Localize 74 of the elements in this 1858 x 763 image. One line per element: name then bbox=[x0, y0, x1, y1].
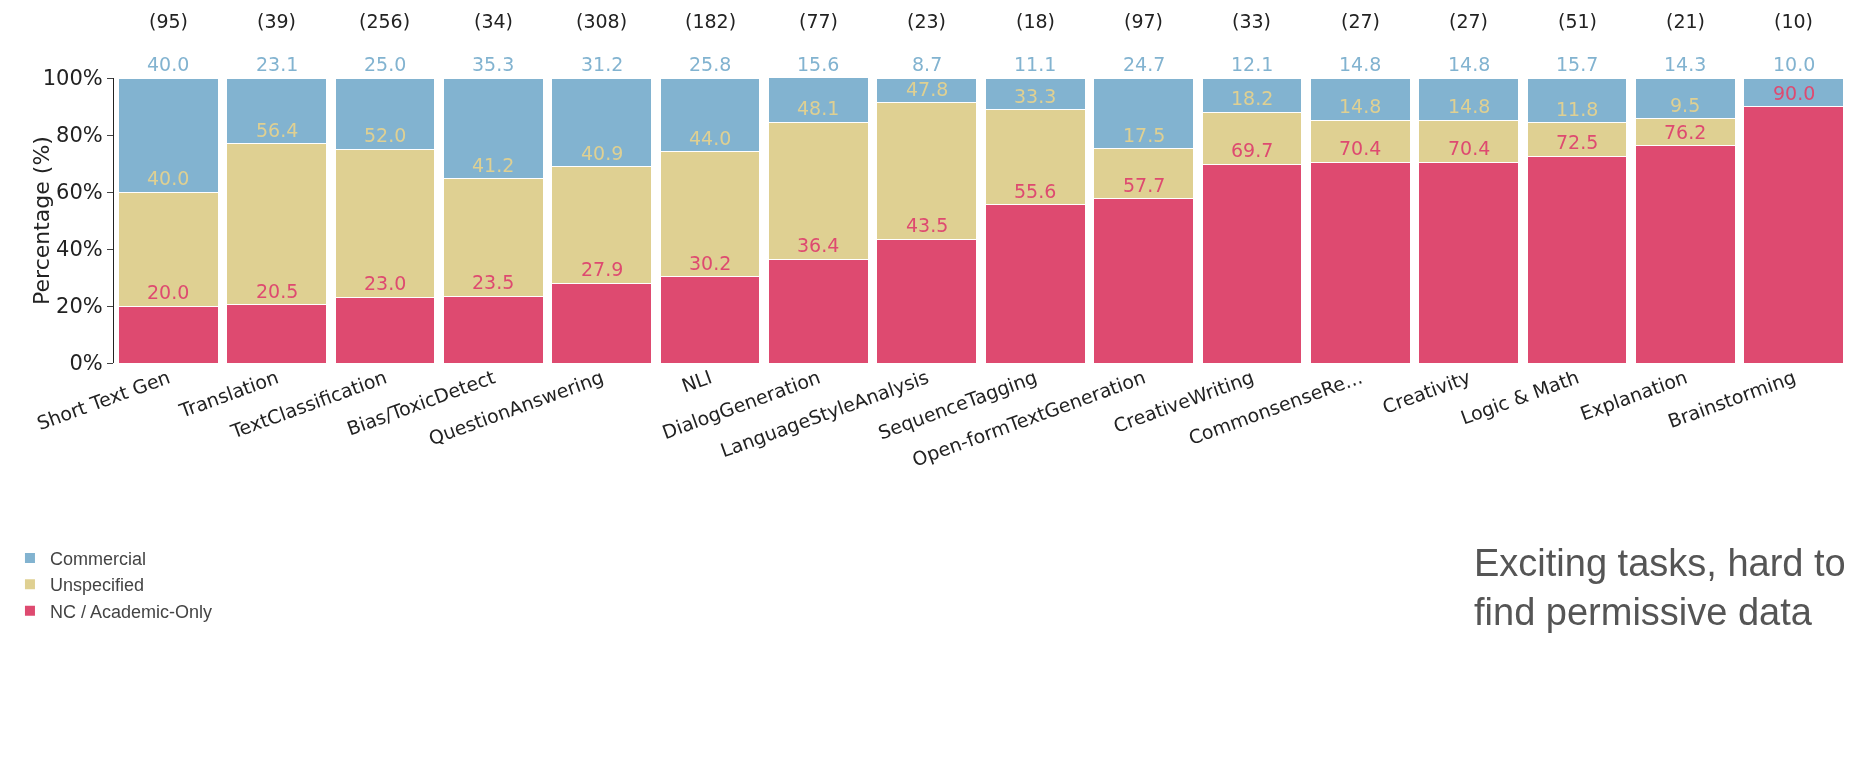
data-label: 10.0 bbox=[1773, 53, 1816, 75]
y-tick-label: 100% bbox=[42, 66, 103, 91]
data-label: 8.7 bbox=[912, 53, 943, 75]
text: (10) bbox=[1774, 10, 1814, 32]
data-label: 11.8 bbox=[1556, 98, 1599, 120]
data-label: 14.8 bbox=[1339, 95, 1382, 117]
data-label: 41.2 bbox=[472, 154, 515, 176]
legend-label: Unspecified bbox=[49, 575, 145, 596]
data-label: 14.8 bbox=[1448, 53, 1491, 75]
data-label: 55.6 bbox=[1014, 180, 1057, 202]
data-label: 52.0 bbox=[364, 124, 407, 146]
text: (21) bbox=[1666, 10, 1706, 32]
data-label: 70.4 bbox=[1448, 137, 1491, 159]
data-label: 70.4 bbox=[1339, 137, 1382, 159]
text: (33) bbox=[1232, 10, 1272, 32]
data-label: 30.2 bbox=[689, 252, 732, 274]
data-label: 35.3 bbox=[472, 53, 515, 75]
data-label: 24.7 bbox=[1123, 53, 1166, 75]
text: (97) bbox=[1124, 10, 1164, 32]
data-label: 72.5 bbox=[1556, 131, 1599, 153]
text: (308) bbox=[576, 10, 628, 32]
data-label: 14.8 bbox=[1339, 53, 1382, 75]
data-label: 20.0 bbox=[147, 281, 190, 303]
data-label: 12.1 bbox=[1231, 53, 1274, 75]
data-label: 36.4 bbox=[797, 234, 840, 256]
data-label: 27.9 bbox=[581, 258, 624, 280]
y-tick-label: 20% bbox=[56, 294, 103, 319]
text: Exciting tasks, hard to find permissive data bbox=[1474, 542, 1846, 634]
data-label: 56.4 bbox=[256, 119, 299, 141]
y-tick-label: 80% bbox=[56, 123, 103, 148]
legend-label: Commercial bbox=[49, 548, 146, 569]
data-label: 40.9 bbox=[581, 142, 624, 164]
data-label: 47.8 bbox=[906, 78, 949, 100]
data-label: 40.0 bbox=[147, 167, 190, 189]
text: (51) bbox=[1558, 10, 1598, 32]
y-tick-label: 40% bbox=[56, 237, 103, 262]
y-axis-title: Percentage (%) bbox=[29, 136, 55, 305]
text: (39) bbox=[257, 10, 297, 32]
y-tick-label: 0% bbox=[69, 351, 103, 376]
data-label: 23.1 bbox=[256, 53, 299, 75]
text: (18) bbox=[1016, 10, 1056, 32]
data-label: 25.8 bbox=[689, 53, 732, 75]
data-label: 33.3 bbox=[1014, 85, 1057, 107]
data-label: 9.5 bbox=[1670, 94, 1701, 116]
data-label: 40.0 bbox=[147, 53, 190, 75]
data-label: 44.0 bbox=[689, 127, 732, 149]
data-label: 23.5 bbox=[472, 271, 515, 293]
data-label: 90.0 bbox=[1773, 82, 1816, 104]
text: (182) bbox=[685, 10, 737, 32]
text: (77) bbox=[799, 10, 839, 32]
data-label: 48.1 bbox=[797, 97, 840, 119]
data-label: 31.2 bbox=[581, 53, 624, 75]
data-label: 15.7 bbox=[1556, 53, 1599, 75]
text: (27) bbox=[1449, 10, 1489, 32]
legend-label: NC / Academic-Only bbox=[49, 601, 213, 622]
data-label: 23.0 bbox=[364, 272, 407, 294]
text: (95) bbox=[149, 10, 189, 32]
data-label: 25.0 bbox=[364, 53, 407, 75]
data-label: 18.2 bbox=[1231, 87, 1274, 109]
data-label: 11.1 bbox=[1014, 53, 1057, 75]
text: (256) bbox=[359, 10, 411, 32]
text: (23) bbox=[907, 10, 947, 32]
y-tick-label: 60% bbox=[56, 180, 103, 205]
text: (34) bbox=[474, 10, 514, 32]
data-label: 14.3 bbox=[1664, 53, 1707, 75]
data-label: 76.2 bbox=[1664, 121, 1707, 143]
data-label: 43.5 bbox=[906, 214, 949, 236]
data-label: 14.8 bbox=[1448, 95, 1491, 117]
data-label: 57.7 bbox=[1123, 174, 1166, 196]
data-label: 20.5 bbox=[256, 280, 299, 302]
data-label: 69.7 bbox=[1231, 139, 1274, 161]
text: (27) bbox=[1341, 10, 1381, 32]
data-label: 17.5 bbox=[1123, 124, 1166, 146]
data-label: 15.6 bbox=[797, 53, 840, 75]
